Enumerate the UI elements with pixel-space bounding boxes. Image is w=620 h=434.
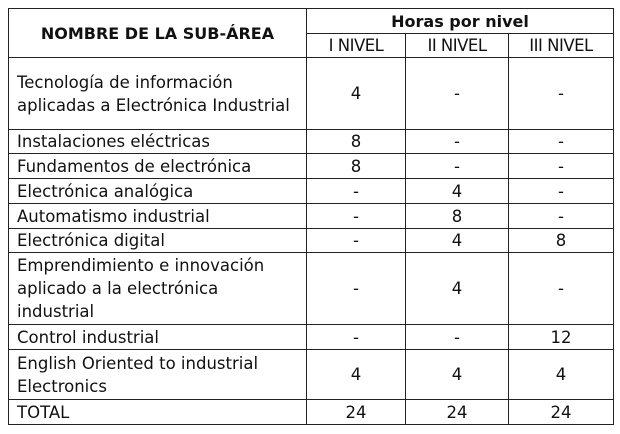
hours-level-3: -	[507, 178, 615, 204]
hours-level-2: 4	[405, 252, 509, 325]
hours-level-1: 24	[306, 399, 406, 425]
hours-level-2: -	[405, 153, 509, 179]
table-row: Emprendimiento e innovación aplicado a l…	[8, 252, 615, 325]
header-row: NOMBRE DE LA SUB-ÁREA Horas por nivel	[8, 8, 615, 58]
header-level-2: II NIVEL	[405, 33, 509, 58]
subarea-name: Electrónica digital	[8, 228, 307, 253]
hours-level-3: 4	[507, 349, 615, 400]
header-levels-row: I NIVEL II NIVEL III NIVEL	[9, 33, 615, 58]
subarea-name: Electrónica analógica	[8, 178, 307, 204]
hours-level-3: 24	[507, 399, 615, 425]
hours-level-3: -	[507, 57, 615, 130]
subarea-name: Fundamentos de electrónica	[8, 153, 307, 179]
hours-level-2: -	[405, 129, 509, 154]
header-level-1: I NIVEL	[306, 33, 406, 58]
hours-level-1: 4	[306, 57, 406, 130]
hours-level-1: -	[306, 228, 406, 253]
hours-level-3: -	[507, 252, 615, 325]
hours-level-2: 4	[405, 349, 509, 400]
table-row: English Oriented to industrial Electroni…	[8, 349, 615, 400]
subarea-name: English Oriented to industrial Electroni…	[8, 349, 307, 400]
header-name-col: NOMBRE DE LA SUB-ÁREA	[8, 8, 307, 58]
hours-level-2: -	[405, 57, 509, 130]
hours-level-3: -	[507, 203, 615, 229]
hours-level-2: 4	[405, 178, 509, 204]
table-row: Tecnología de información aplicadas a El…	[8, 57, 615, 130]
total-row: TOTAL 24 24 24	[8, 399, 615, 425]
hours-level-1: 8	[306, 129, 406, 154]
hours-level-3: 12	[507, 324, 615, 350]
hours-table: NOMBRE DE LA SUB-ÁREA Horas por nivel I …	[8, 8, 615, 425]
table-row: Fundamentos de electrónica 8- -	[8, 153, 615, 179]
header-level-3: III NIVEL	[507, 33, 615, 58]
hours-level-1: -	[306, 178, 406, 204]
hours-level-3: -	[507, 129, 615, 154]
hours-level-1: 4	[306, 349, 406, 400]
hours-level-1: -	[306, 324, 406, 350]
hours-level-1: 8	[306, 153, 406, 179]
hours-level-3: -	[507, 153, 615, 179]
hours-level-3: 8	[507, 228, 615, 253]
hours-level-2: 24	[405, 399, 509, 425]
subarea-name: Emprendimiento e innovación aplicado a l…	[8, 252, 307, 325]
subarea-name: Instalaciones eléctricas	[8, 129, 307, 154]
subarea-name: Tecnología de información aplicadas a El…	[8, 57, 307, 130]
hours-level-2: 8	[405, 203, 509, 229]
table-row: Electrónica digital -4 8	[8, 228, 615, 253]
hours-level-1: -	[306, 252, 406, 325]
table-row: Automatismo industrial -8-	[8, 203, 615, 229]
table-row: Control industrial - -12	[8, 324, 615, 350]
hours-level-2: 4	[405, 228, 509, 253]
table-row: Instalaciones eléctricas 8- -	[8, 129, 615, 154]
table-row: Electrónica analógica -4-	[8, 178, 615, 204]
header-hours-group: Horas por nivel	[305, 8, 615, 34]
hours-level-1: -	[306, 203, 406, 229]
hours-level-2: -	[405, 324, 509, 350]
subarea-name: Automatismo industrial	[8, 203, 307, 229]
subarea-name: Control industrial	[8, 324, 307, 350]
subarea-name: TOTAL	[8, 399, 307, 425]
